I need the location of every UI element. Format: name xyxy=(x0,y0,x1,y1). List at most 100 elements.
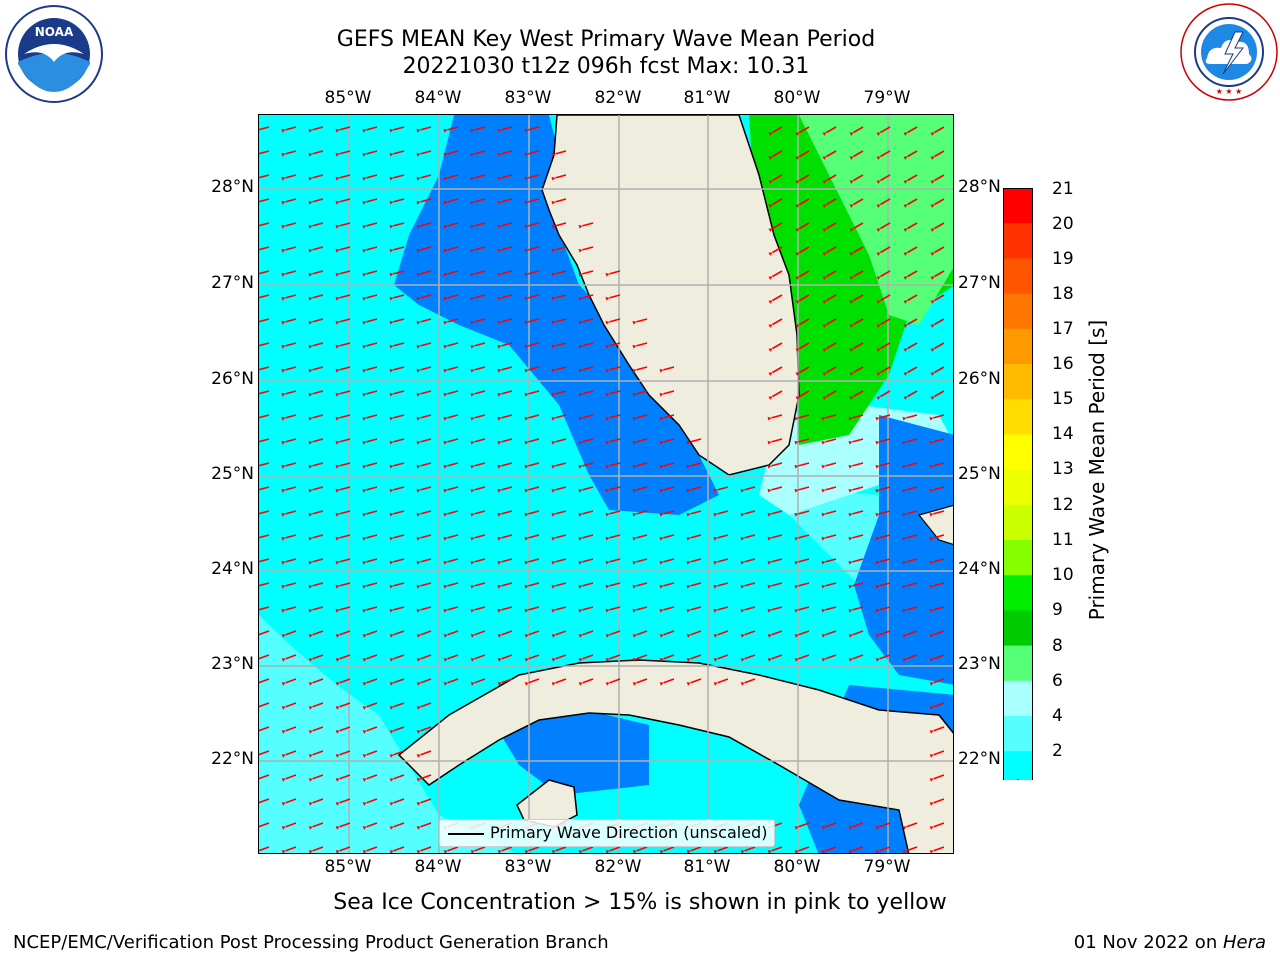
wave-direction-arrow xyxy=(420,318,432,323)
wave-direction-arrow xyxy=(663,846,675,852)
wave-direction-arrow xyxy=(285,750,297,756)
colorbar xyxy=(1003,188,1033,780)
wave-direction-arrow xyxy=(339,582,351,587)
wave-direction-arrow xyxy=(339,702,351,708)
wave-direction-arrow xyxy=(582,582,594,587)
wave-direction-arrow xyxy=(420,774,432,780)
wave-direction-arrow xyxy=(259,534,270,539)
wave-direction-arrow xyxy=(582,846,594,852)
wave-direction-arrowhead xyxy=(281,248,286,253)
wave-direction-arrowhead xyxy=(281,826,286,830)
wave-direction-arrow xyxy=(528,582,540,587)
wave-direction-arrow xyxy=(447,222,459,227)
wave-direction-arrowhead xyxy=(497,392,502,397)
wave-direction-arrowhead xyxy=(389,560,394,565)
wave-direction-arrowhead xyxy=(822,180,827,184)
wave-direction-arrowhead xyxy=(497,608,502,613)
wave-direction-arrow xyxy=(528,126,540,131)
wave-direction-arrowhead xyxy=(903,228,908,232)
wave-direction-arrow xyxy=(366,246,378,251)
wave-direction-arrowhead xyxy=(632,416,637,421)
wave-direction-arrowhead xyxy=(794,584,799,589)
wave-direction-arrow xyxy=(474,366,486,371)
wave-direction-arrowhead xyxy=(930,300,935,304)
colorbar-tick-label: 13 xyxy=(1052,459,1074,479)
wave-direction-arrowhead xyxy=(903,300,908,304)
wave-direction-arrow xyxy=(717,510,729,515)
wave-direction-arrow xyxy=(934,390,945,398)
wave-direction-arrow xyxy=(744,606,756,611)
wave-direction-arrowhead xyxy=(362,176,367,181)
wave-direction-arrowhead xyxy=(794,464,799,469)
wave-direction-arrow xyxy=(285,486,297,491)
wave-direction-arrow xyxy=(852,510,864,515)
wave-direction-arrowhead xyxy=(605,488,610,493)
wave-direction-arrow xyxy=(690,582,702,587)
wave-direction-arrow xyxy=(826,294,837,302)
wave-direction-arrow xyxy=(501,846,513,852)
wave-direction-arrow xyxy=(879,510,891,515)
wave-direction-arrowhead xyxy=(416,296,421,301)
wave-direction-arrow xyxy=(555,678,567,684)
wave-direction-arrowhead xyxy=(335,682,340,686)
wave-direction-arrow xyxy=(528,198,540,203)
wave-direction-arrow xyxy=(799,246,810,254)
wave-direction-arrowhead xyxy=(308,176,313,181)
wave-direction-arrow xyxy=(501,630,513,636)
wave-direction-arrow xyxy=(447,582,459,587)
wave-direction-arrowhead xyxy=(281,464,286,469)
wave-direction-arrowhead xyxy=(551,272,556,277)
wave-direction-arrowhead xyxy=(551,440,556,445)
wave-direction-arrowhead xyxy=(903,324,908,328)
lon-tick-top: 82°W xyxy=(594,88,642,108)
wave-direction-arrow xyxy=(501,222,513,227)
legend-label: Primary Wave Direction (unscaled) xyxy=(490,823,768,842)
wave-direction-arrow xyxy=(906,462,918,467)
chart-title: GEFS MEAN Key West Primary Wave Mean Per… xyxy=(336,27,876,52)
wave-direction-arrowhead xyxy=(768,300,773,304)
wave-direction-arrow xyxy=(934,150,945,158)
colorbar-frame xyxy=(1003,188,1033,780)
wave-direction-arrowhead xyxy=(335,440,340,445)
wave-direction-arrowhead xyxy=(551,682,556,686)
wave-direction-arrowhead xyxy=(659,392,664,397)
wave-direction-arrow xyxy=(798,846,810,852)
wave-direction-arrowhead xyxy=(443,368,448,373)
colorbar-tick-label: 2 xyxy=(1052,741,1063,761)
wave-direction-arrow xyxy=(555,318,567,323)
wave-direction-arrow xyxy=(528,150,540,155)
lon-tick-bottom: 80°W xyxy=(773,857,821,877)
wave-direction-arrow xyxy=(906,654,918,660)
wave-direction-arrowhead xyxy=(524,634,529,638)
wave-direction-arrowhead xyxy=(389,584,394,589)
wave-direction-arrowhead xyxy=(281,512,286,517)
wave-direction-arrowhead xyxy=(416,464,421,469)
wave-direction-arrow xyxy=(663,414,675,419)
wave-direction-arrowhead xyxy=(632,634,637,638)
footer-organization: NCEP/EMC/Verification Post Processing Pr… xyxy=(13,932,609,953)
wave-direction-arrowhead xyxy=(822,372,827,376)
wave-direction-arrowhead xyxy=(578,320,583,325)
wave-direction-arrowhead xyxy=(281,584,286,589)
wave-direction-arrowhead xyxy=(794,440,799,445)
wave-direction-arrowhead xyxy=(497,512,502,517)
wave-direction-arrowhead xyxy=(335,176,340,181)
wave-direction-arrow xyxy=(474,126,486,131)
wave-direction-arrow xyxy=(555,654,567,660)
wave-direction-arrowhead xyxy=(389,634,394,638)
wave-direction-arrow xyxy=(690,462,702,467)
wave-direction-arrow xyxy=(880,150,891,158)
wave-direction-arrow xyxy=(933,702,945,708)
wave-direction-arrow xyxy=(933,486,945,491)
wave-direction-arrowhead xyxy=(795,156,800,160)
wave-direction-arrow xyxy=(366,654,378,660)
wave-direction-arrow xyxy=(420,294,432,299)
wave-direction-arrow xyxy=(447,462,459,467)
wave-direction-arrow xyxy=(312,198,324,203)
wave-direction-arrow xyxy=(907,390,918,398)
wave-direction-arrow xyxy=(744,486,756,491)
wave-direction-arrowhead xyxy=(470,512,475,517)
wave-direction-arrowhead xyxy=(632,440,637,445)
wave-direction-arrow xyxy=(528,270,540,275)
wave-direction-arrowhead xyxy=(659,512,664,517)
